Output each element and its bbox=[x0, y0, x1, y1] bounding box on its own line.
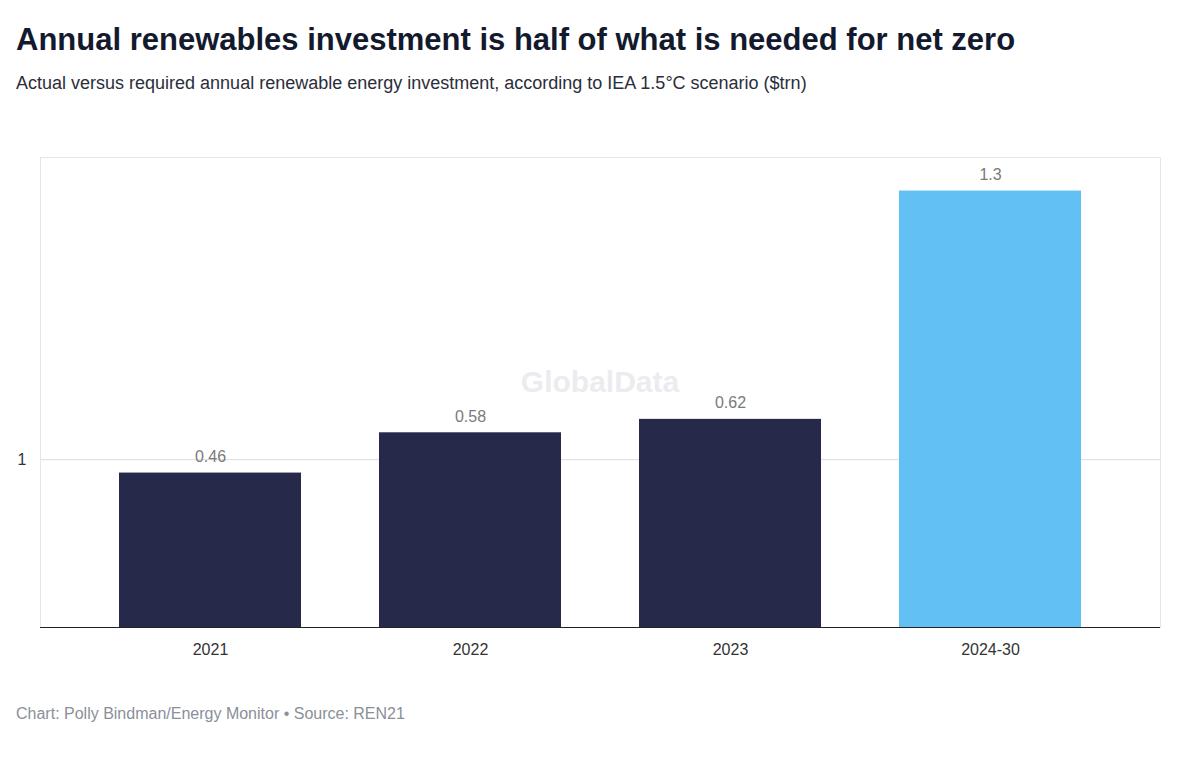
svg-text:0.46: 0.46 bbox=[195, 448, 226, 465]
html-text:Annual renewables investment i: Annual renewables investment is half of … bbox=[16, 22, 1016, 57]
svg-text:2024-30: 2024-30 bbox=[961, 641, 1020, 658]
html-text:GlobalData: GlobalData bbox=[520, 365, 680, 398]
svg-text:1.3: 1.3 bbox=[979, 166, 1001, 183]
svg-text:2021: 2021 bbox=[193, 641, 229, 658]
svg-text:2022: 2022 bbox=[453, 641, 489, 658]
html-text:Actual versus required annual: Actual versus required annual renewable … bbox=[16, 73, 807, 93]
svg-text:0.62: 0.62 bbox=[715, 394, 746, 411]
svg-text:1: 1 bbox=[18, 451, 27, 468]
html-text:Chart: Polly Bindman/Energy Mo: Chart: Polly Bindman/Energy Monitor • So… bbox=[16, 705, 405, 722]
svg-text:0.58: 0.58 bbox=[455, 408, 486, 425]
svg-text:2023: 2023 bbox=[713, 641, 749, 658]
